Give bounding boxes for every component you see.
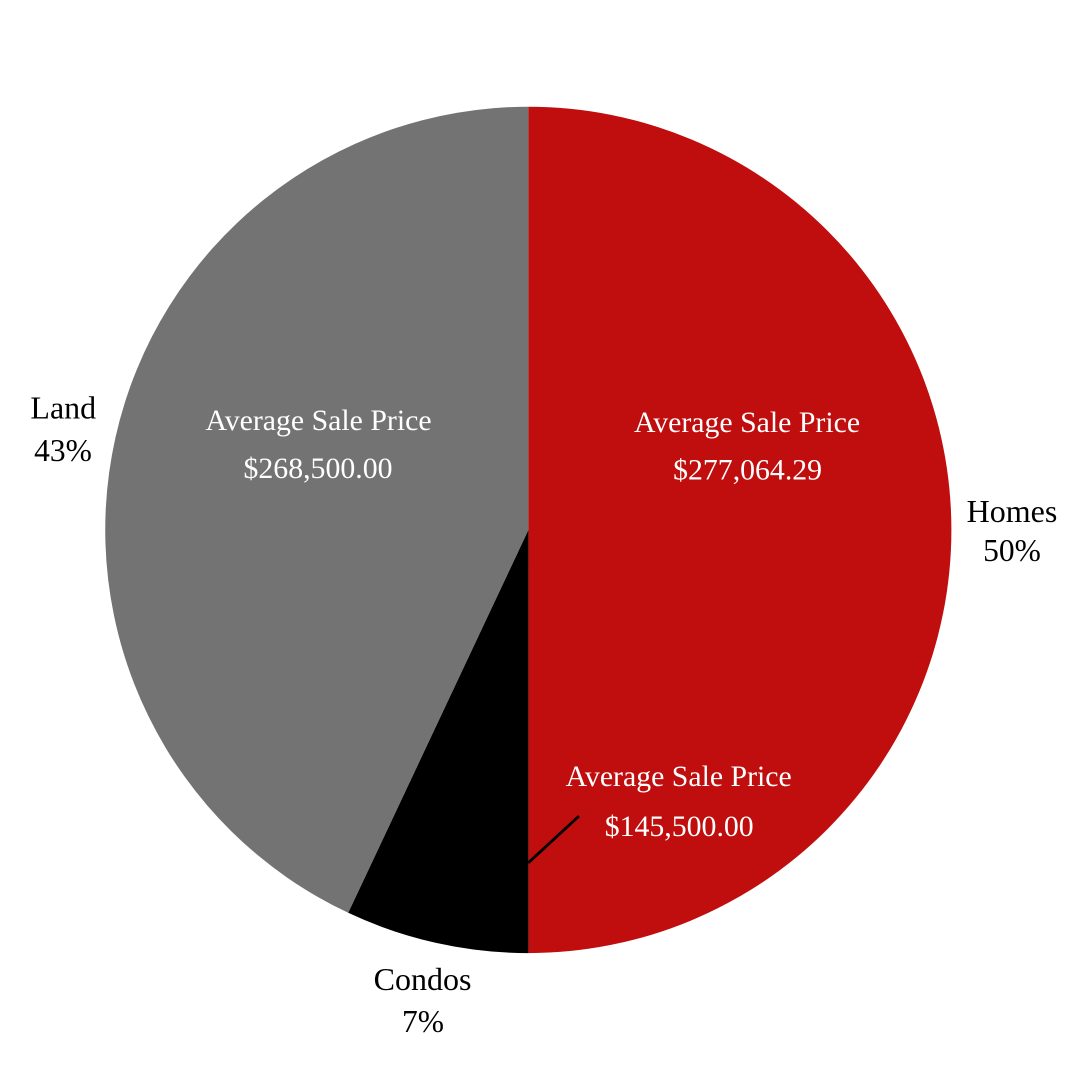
svg-text:Condos: Condos (374, 961, 472, 997)
svg-text:Average Sale Price: Average Sale Price (205, 404, 431, 437)
svg-text:$145,500.00: $145,500.00 (605, 810, 754, 843)
svg-text:Average Sale Price: Average Sale Price (566, 760, 792, 793)
svg-text:$268,500.00: $268,500.00 (244, 452, 393, 485)
svg-text:50%: 50% (983, 533, 1041, 568)
svg-text:Homes: Homes (967, 493, 1058, 529)
svg-text:$277,064.29: $277,064.29 (673, 453, 822, 486)
svg-text:Average Sale Price: Average Sale Price (634, 406, 860, 439)
svg-text:Land: Land (30, 390, 96, 426)
svg-text:43%: 43% (34, 433, 92, 468)
svg-text:7%: 7% (402, 1004, 444, 1039)
